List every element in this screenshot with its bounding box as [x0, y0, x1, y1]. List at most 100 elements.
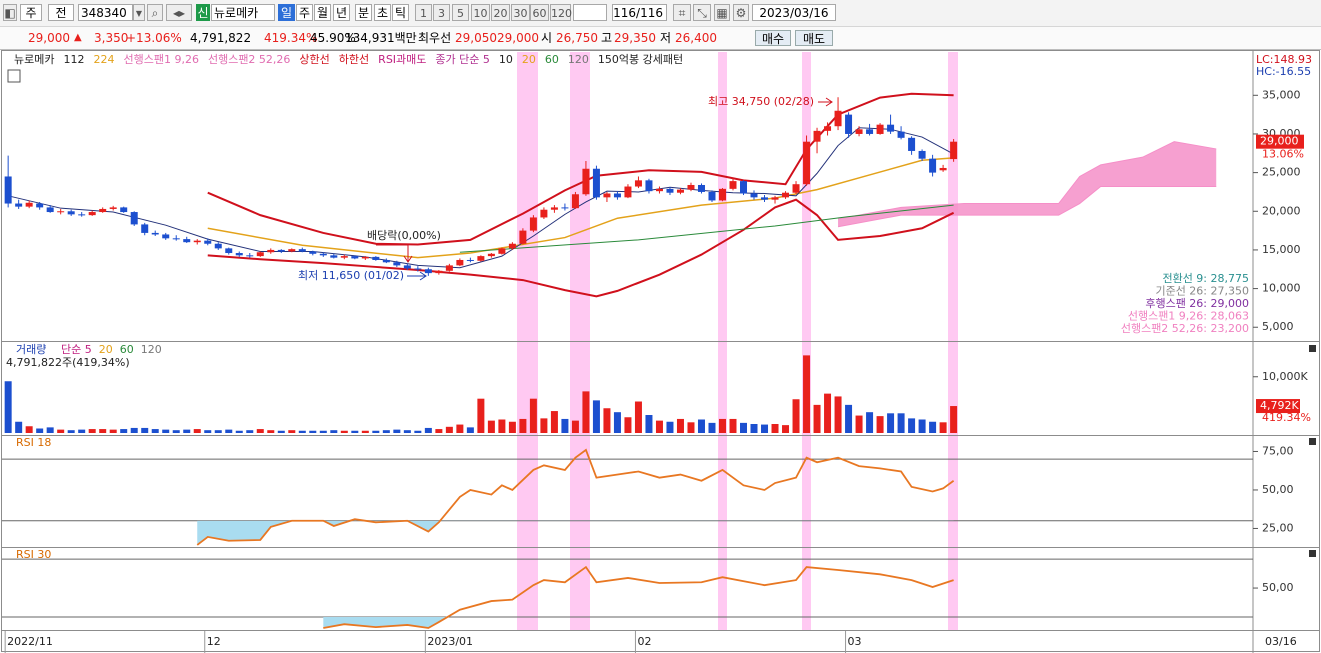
sell-button[interactable]: 매도 — [795, 30, 833, 46]
price-badge-bg — [1256, 134, 1304, 149]
volume-badge-bg — [1256, 399, 1300, 414]
volume-bar — [330, 430, 338, 433]
period-button[interactable]: 년 — [333, 4, 350, 21]
legend-item: 224 — [93, 53, 114, 66]
volume-bar — [687, 422, 695, 433]
volume-badge: 4,792K — [1260, 399, 1299, 412]
settings-icon[interactable]: ⚙ — [733, 4, 749, 21]
legend-item: 하한선 — [339, 52, 369, 66]
interval-button[interactable]: 1 — [415, 4, 432, 21]
candle-body — [498, 248, 506, 254]
volume-bar — [540, 418, 548, 433]
tool-icon[interactable]: ⤡ — [693, 4, 711, 21]
corner-lc: LC:148.93 — [1256, 53, 1312, 66]
candle-body — [918, 150, 926, 159]
volume-bar — [592, 400, 600, 433]
candle-body — [88, 212, 96, 216]
period-button[interactable]: 틱 — [392, 4, 409, 21]
volume-bar — [382, 430, 390, 433]
volume-bar — [183, 429, 191, 433]
menu-icon[interactable]: ◧ — [3, 4, 17, 21]
candle-body — [57, 211, 65, 213]
candle-body — [613, 193, 621, 198]
interval-button[interactable]: 5 — [452, 4, 469, 21]
prev-button[interactable]: 전 — [48, 4, 74, 21]
annotation: 최고 34,750 (02/28) — [708, 95, 814, 108]
volume-bar — [676, 418, 684, 433]
quote-bar: 29,000 ▲ 3,350 +13.06% 4,791,822 419.34%… — [0, 27, 1321, 50]
code-input[interactable]: 348340 — [78, 4, 133, 21]
period-button[interactable]: 월 — [314, 4, 331, 21]
panel-buttons — [7, 69, 1316, 557]
volume: 4,791,822 — [190, 31, 252, 45]
volume-bar — [508, 421, 516, 433]
legend-item: 10 — [499, 53, 513, 66]
annotation-arrow — [818, 97, 833, 107]
interval-button[interactable]: 120 — [550, 4, 572, 21]
candle-body — [361, 256, 369, 259]
volume-bar — [529, 398, 537, 433]
panel-button[interactable] — [1309, 345, 1316, 352]
period-button[interactable]: 분 — [355, 4, 372, 21]
code-dropdown[interactable]: ▼ — [133, 4, 145, 21]
legend-icon[interactable] — [7, 69, 21, 83]
candle-body — [592, 168, 600, 198]
volume-bar — [445, 426, 453, 433]
indicator-line — [8, 127, 954, 269]
candle-body — [866, 129, 874, 134]
candle-body — [697, 184, 705, 192]
volume-bar — [498, 419, 506, 433]
interval-button[interactable]: 60 — [530, 4, 549, 21]
panel-button[interactable] — [1309, 438, 1316, 445]
interval-button[interactable]: 10 — [471, 4, 490, 21]
buy-button[interactable]: 매수 — [755, 30, 791, 46]
date-input[interactable]: 2023/03/16 — [752, 4, 836, 21]
legend-item: 선행스팬2 52,26 — [208, 53, 290, 66]
market-select[interactable]: 주 — [20, 4, 42, 21]
interval-button[interactable]: 3 — [433, 4, 450, 21]
volume-bar — [351, 430, 359, 433]
volume-bar — [193, 429, 201, 433]
period-button[interactable]: 초 — [374, 4, 391, 21]
candle-body — [529, 217, 537, 231]
period-button[interactable]: 일 — [278, 4, 295, 21]
ask: 29,050 — [455, 31, 497, 45]
interval-button[interactable]: 20 — [491, 4, 510, 21]
tool-icon[interactable]: ⌗ — [673, 4, 691, 21]
low-label: 저 — [660, 31, 672, 45]
candle-body — [4, 176, 12, 204]
volume-bar — [256, 429, 264, 433]
volume-bar — [99, 429, 107, 433]
tool-icon[interactable]: ▦ — [714, 4, 730, 21]
volume-bar — [655, 420, 663, 433]
search-button[interactable]: ⌕ — [147, 4, 163, 21]
candle-body — [256, 252, 264, 257]
period-button[interactable]: 주 — [296, 4, 313, 21]
candle-body — [46, 207, 54, 213]
candle-body — [803, 141, 811, 185]
volume-bar — [634, 401, 642, 433]
volume-bar — [950, 406, 958, 433]
cloud-line — [837, 186, 1217, 228]
sound-button[interactable]: ◂▸ — [166, 4, 192, 21]
ichimoku-value: 기준선 26: 27,350 — [1155, 285, 1249, 298]
interval-button[interactable]: 30 — [511, 4, 530, 21]
candle-body — [908, 137, 916, 151]
candle-body — [151, 232, 159, 235]
candle-body — [519, 230, 527, 244]
panel-button[interactable] — [1309, 550, 1316, 557]
candle-body — [193, 240, 201, 243]
candle-body — [550, 207, 558, 210]
interval-combo[interactable] — [573, 4, 607, 21]
candle-body — [204, 240, 212, 244]
x-tick-label: 02 — [637, 635, 651, 648]
open: 26,750 — [556, 31, 598, 45]
candle-body — [624, 186, 632, 198]
volume-bar — [897, 413, 905, 433]
cloud-line — [837, 141, 1217, 220]
volume-bar — [204, 430, 212, 433]
volume-bar — [624, 417, 632, 433]
legend-item: 선행스팬1 9,26 — [123, 53, 198, 66]
cloud-fill — [838, 141, 1217, 227]
y-tick-label: 25,00 — [1262, 521, 1294, 534]
